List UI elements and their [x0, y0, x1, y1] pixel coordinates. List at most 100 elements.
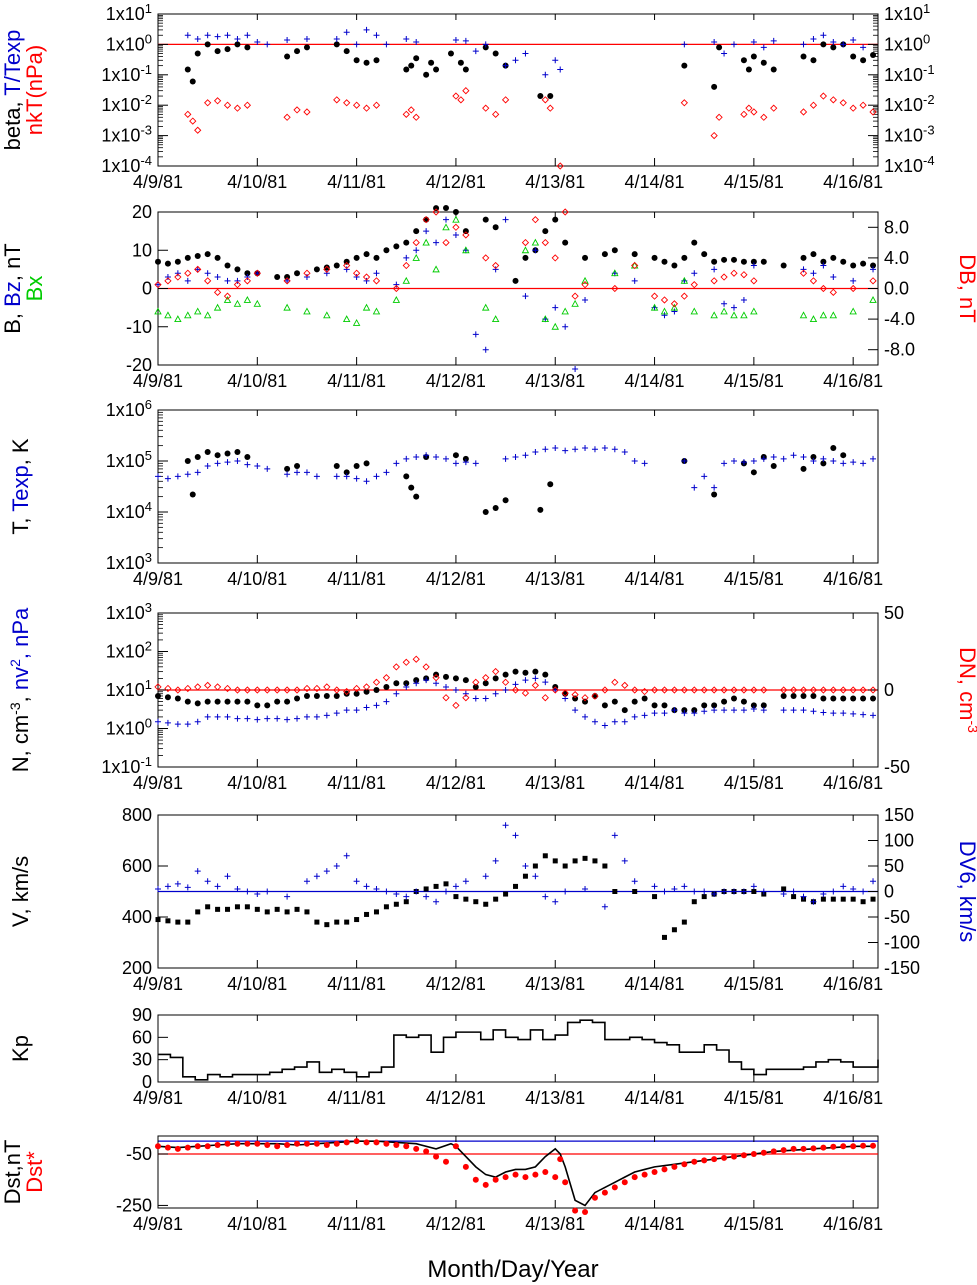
data-point: [472, 1176, 479, 1183]
series-kp-0: [158, 1019, 879, 1081]
data-point: [850, 459, 857, 466]
data-point: [422, 216, 430, 224]
data-point: [680, 292, 688, 300]
x-tick-label: 4/13/81: [525, 371, 585, 391]
data-point: [244, 270, 251, 277]
y-right-tick-label: -50: [884, 907, 910, 927]
data-point: [392, 296, 401, 303]
data-point: [800, 692, 807, 699]
data-point: [660, 686, 669, 694]
data-point: [184, 311, 192, 319]
data-point: [283, 303, 291, 311]
x-tick-label: 4/13/81: [525, 1088, 585, 1108]
data-point: [155, 281, 161, 288]
data-point: [691, 710, 698, 717]
data-point: [353, 690, 360, 697]
y-tick-label: -10: [126, 317, 152, 337]
data-point: [443, 881, 449, 887]
series-beta-1: [184, 26, 867, 78]
data-point: [641, 695, 648, 702]
data-point: [651, 254, 658, 261]
data-point: [204, 713, 211, 720]
data-point: [393, 460, 400, 467]
data-point: [492, 690, 499, 697]
series-beta-2: [184, 87, 877, 170]
data-point: [303, 878, 310, 885]
data-point: [869, 686, 877, 694]
data-point: [303, 307, 311, 315]
data-point: [402, 276, 411, 284]
data-point: [313, 713, 320, 720]
data-point: [731, 695, 737, 702]
data-point: [472, 331, 479, 338]
x-tick-label: 4/16/81: [823, 371, 883, 391]
data-point: [264, 465, 271, 472]
data-point: [462, 694, 470, 702]
data-point: [492, 266, 499, 273]
x-tick-label: 4/16/81: [823, 1088, 883, 1108]
data-point: [352, 318, 361, 326]
data-point: [194, 36, 201, 43]
data-point: [661, 1166, 668, 1173]
data-point: [403, 455, 410, 462]
data-point: [750, 1151, 757, 1157]
data-point: [810, 453, 817, 460]
data-point: [372, 307, 381, 315]
data-point: [751, 889, 757, 894]
data-point: [313, 873, 320, 880]
data-point: [194, 718, 201, 725]
data-point: [860, 695, 867, 702]
data-point: [189, 491, 196, 498]
data-point: [383, 683, 390, 690]
data-point: [671, 262, 678, 269]
data-point: [213, 303, 222, 311]
data-point: [552, 304, 559, 311]
data-point: [860, 899, 866, 905]
data-point: [562, 447, 569, 454]
data-point: [462, 878, 469, 885]
panel-velocity: 800 600 400 200 150 100 50 0 -50 -100 -150 4/9/81 4/…: [8, 805, 977, 994]
data-point: [423, 677, 430, 684]
data-point: [482, 873, 489, 880]
data-point: [473, 899, 479, 905]
data-point: [333, 692, 340, 699]
data-point: [532, 668, 539, 675]
data-point: [631, 686, 639, 694]
data-point: [740, 698, 747, 705]
data-point: [711, 702, 718, 709]
x-tick-label: 4/11/81: [327, 371, 386, 391]
data-point: [750, 469, 757, 476]
data-point: [849, 686, 857, 694]
data-point: [423, 886, 429, 892]
x-tick-label: 4/9/81: [133, 172, 183, 192]
data-point: [155, 692, 161, 699]
data-point: [502, 455, 509, 462]
data-point: [860, 44, 867, 51]
data-point: [333, 462, 340, 469]
data-point: [780, 1147, 787, 1154]
data-point: [383, 904, 389, 910]
data-point: [472, 683, 479, 690]
data-point: [731, 41, 737, 48]
data-point: [303, 692, 310, 699]
data-point: [373, 32, 380, 39]
data-point: [184, 884, 191, 891]
data-point: [820, 891, 827, 898]
data-point: [491, 315, 500, 323]
y-tick-label: 1x10-1: [101, 754, 152, 778]
data-point: [184, 721, 191, 728]
data-point: [690, 281, 698, 289]
data-point: [740, 1152, 747, 1159]
data-point: [264, 909, 270, 915]
data-point: [462, 87, 470, 95]
data-point: [363, 26, 370, 33]
data-point: [790, 888, 797, 895]
data-point: [631, 458, 638, 464]
data-point: [233, 686, 242, 694]
x-tick-label: 4/9/81: [133, 1088, 183, 1108]
data-point: [681, 883, 688, 890]
data-point: [691, 899, 697, 905]
x-tick-label: 4/13/81: [525, 569, 585, 589]
data-point: [333, 1140, 340, 1147]
data-point: [402, 261, 410, 270]
